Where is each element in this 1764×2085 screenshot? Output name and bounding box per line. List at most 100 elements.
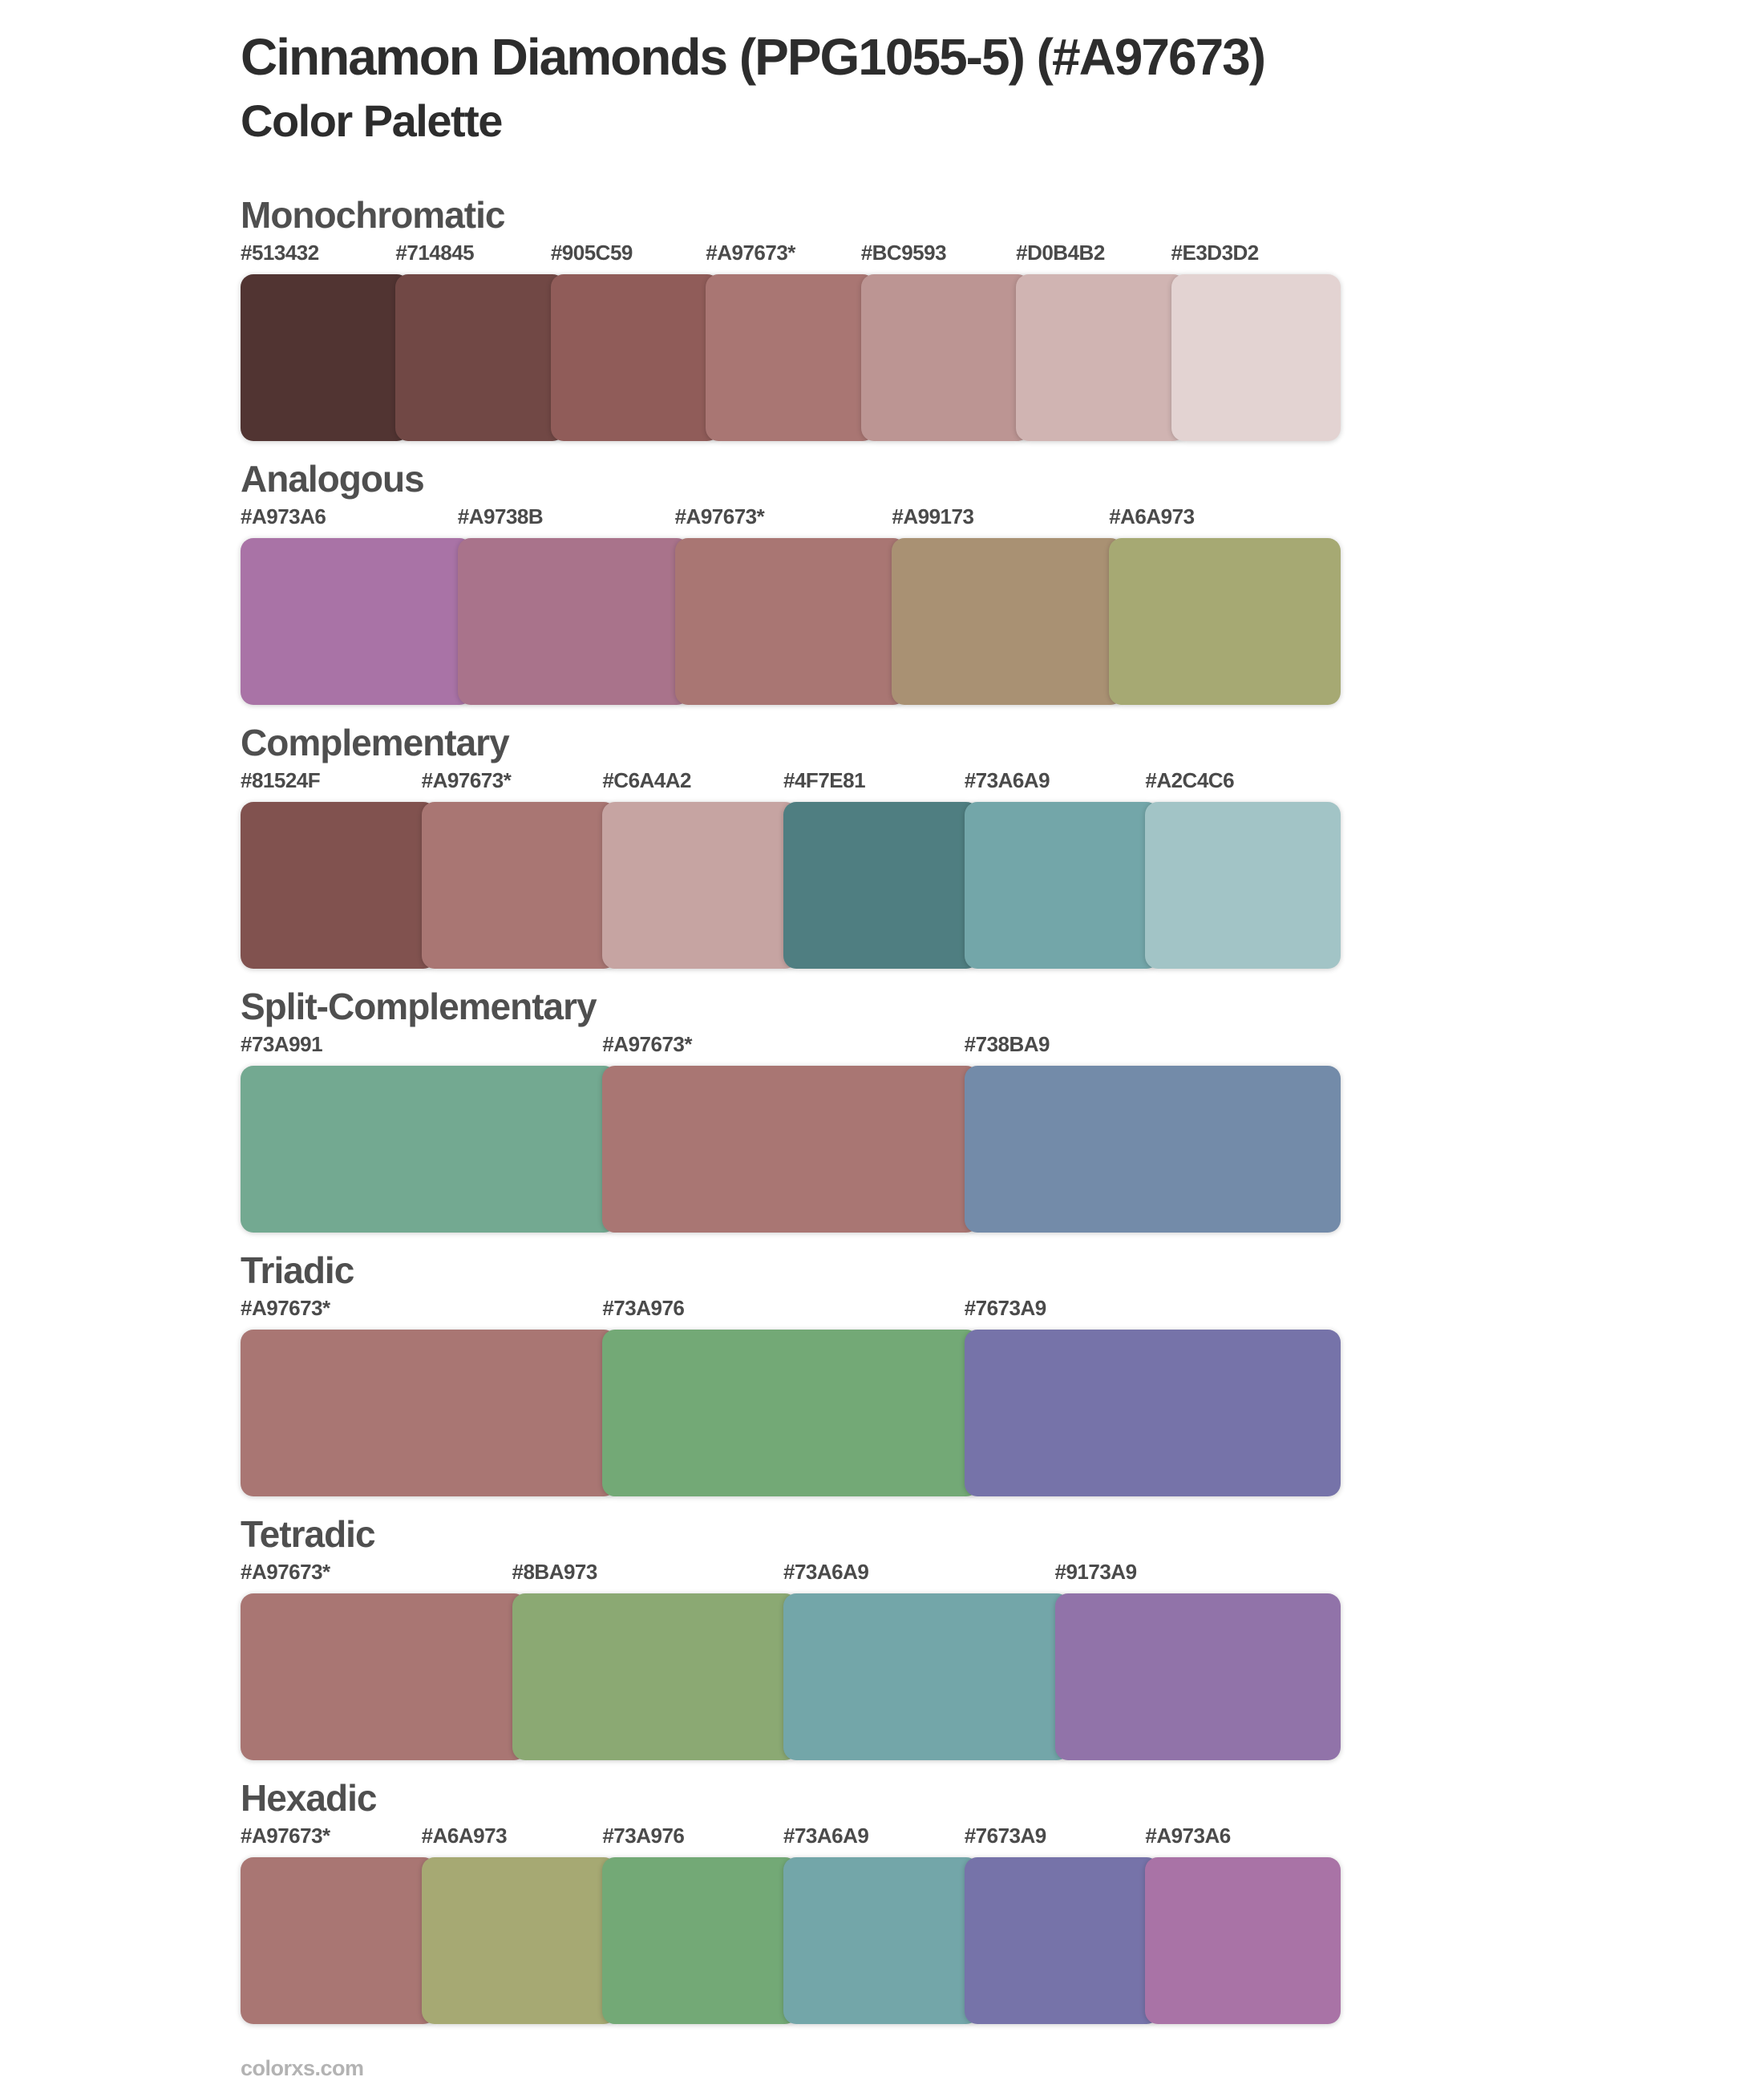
swatch-hex-label: #D0B4B2 <box>1016 240 1105 265</box>
color-swatch[interactable] <box>1016 273 1186 441</box>
color-swatch[interactable] <box>241 1856 436 2024</box>
color-swatch[interactable] <box>1054 1593 1341 1760</box>
content-column: Cinnamon Diamonds (PPG1055-5) (#A97673) … <box>241 0 1341 2081</box>
palette-section: Split-Complementary #73A991 #A97673* #738B… <box>241 987 1341 1233</box>
page-title: Cinnamon Diamonds (PPG1055-5) (#A97673) <box>241 28 1266 86</box>
color-swatch[interactable] <box>512 1593 798 1760</box>
color-swatch[interactable] <box>1109 537 1341 705</box>
color-swatch[interactable] <box>395 273 565 441</box>
swatch-hex-label: #7673A9 <box>964 1295 1047 1320</box>
swatch-row <box>241 1856 1341 2024</box>
section-heading: Hexadic <box>241 1776 377 1819</box>
page-subtitle: Color Palette <box>241 95 503 147</box>
swatch-labels-row: #A97673* #8BA973 #73A6A9 #9173A9 <box>241 1560 1341 1584</box>
palette-sections: Monochromatic #513432 #714845 #905C59 #A976… <box>241 196 1341 2024</box>
swatch-hex-label: #A97673* <box>421 767 512 792</box>
swatch-hex-label: #73A991 <box>241 1031 323 1056</box>
swatch-hex-label: #73A976 <box>602 1295 685 1320</box>
swatch-hex-label: #73A6A9 <box>783 1559 869 1584</box>
section-heading: Complementary <box>241 721 510 763</box>
color-swatch[interactable] <box>241 273 411 441</box>
color-swatch[interactable] <box>964 801 1160 969</box>
color-swatch[interactable] <box>783 801 979 969</box>
swatch-hex-label: #A2C4C6 <box>1145 767 1235 792</box>
color-swatch[interactable] <box>602 1329 979 1496</box>
palette-section: Monochromatic #513432 #714845 #905C59 #A976… <box>241 196 1341 441</box>
swatch-hex-label: #513432 <box>241 240 319 265</box>
swatch-hex-label: #73A6A9 <box>964 767 1050 792</box>
swatch-hex-label: #81524F <box>241 767 321 792</box>
color-swatch[interactable] <box>1145 801 1341 969</box>
swatch-hex-label: #4F7E81 <box>783 767 866 792</box>
section-heading: Monochromatic <box>241 193 505 236</box>
color-swatch[interactable] <box>241 1329 617 1496</box>
color-swatch[interactable] <box>1145 1856 1341 2024</box>
color-swatch[interactable] <box>421 801 617 969</box>
swatch-hex-label: #73A6A9 <box>783 1823 869 1848</box>
swatch-hex-label: #A97673* <box>241 1559 330 1584</box>
swatch-hex-label: #7673A9 <box>964 1823 1047 1848</box>
color-swatch[interactable] <box>241 801 436 969</box>
swatch-row <box>241 273 1341 441</box>
color-swatch[interactable] <box>783 1856 979 2024</box>
swatch-labels-row: #81524F #A97673* #C6A4A2 #4F7E81 #73A6A9 #A2C… <box>241 768 1341 792</box>
swatch-labels-row: #A97673* #A6A973 #73A976 #73A6A9 #7673A9 #A97… <box>241 1824 1341 1848</box>
color-swatch[interactable] <box>860 273 1031 441</box>
section-heading: Triadic <box>241 1249 354 1291</box>
color-swatch[interactable] <box>602 1856 799 2024</box>
color-swatch[interactable] <box>674 537 907 705</box>
swatch-hex-label: #C6A4A2 <box>602 767 692 792</box>
color-swatch[interactable] <box>241 1065 617 1233</box>
swatch-hex-label: #73A976 <box>602 1823 685 1848</box>
color-swatch[interactable] <box>550 273 721 441</box>
color-swatch[interactable] <box>964 1329 1341 1496</box>
swatch-hex-label: #9173A9 <box>1054 1559 1138 1584</box>
swatch-hex-label: #A973A6 <box>1145 1823 1231 1848</box>
swatch-row <box>241 801 1341 969</box>
swatch-hex-label: #A97673* <box>241 1823 330 1848</box>
swatch-hex-label: #A9738B <box>457 504 544 528</box>
color-swatch[interactable] <box>892 537 1124 705</box>
palette-section: Analogous #A973A6 #A9738B #A97673* #A99173 #… <box>241 460 1341 705</box>
swatch-hex-label: #714845 <box>395 240 475 265</box>
swatch-hex-label: #A6A973 <box>421 1823 508 1848</box>
swatch-labels-row: #A97673* #73A976 #7673A9 <box>241 1296 1341 1320</box>
swatch-labels-row: #A973A6 #A9738B #A97673* #A99173 #A6A973 <box>241 504 1341 528</box>
color-swatch[interactable] <box>783 1593 1070 1760</box>
swatch-hex-label: #A97673* <box>602 1031 692 1056</box>
color-swatch[interactable] <box>602 1065 979 1233</box>
swatch-labels-row: #513432 #714845 #905C59 #A97673* #BC9593 #D0B… <box>241 241 1341 265</box>
swatch-hex-label: #BC9593 <box>860 240 947 265</box>
swatch-hex-label: #905C59 <box>550 240 633 265</box>
swatch-hex-label: #A97673* <box>241 1295 330 1320</box>
swatch-row <box>241 1593 1341 1760</box>
palette-section: Triadic #A97673* #73A976 #7673A9 <box>241 1251 1341 1496</box>
palette-section: Complementary #81524F #A97673* #C6A4A2 #4F7… <box>241 723 1341 969</box>
swatch-hex-label: #E3D3D2 <box>1171 240 1260 265</box>
color-swatch[interactable] <box>706 273 876 441</box>
swatch-row <box>241 537 1341 705</box>
swatch-hex-label: #8BA973 <box>512 1559 598 1584</box>
color-swatch[interactable] <box>964 1856 1160 2024</box>
section-heading: Tetradic <box>241 1512 376 1555</box>
swatch-labels-row: #73A991 #A97673* #738BA9 <box>241 1032 1341 1056</box>
swatch-hex-label: #A6A973 <box>1109 504 1195 528</box>
color-swatch[interactable] <box>457 537 690 705</box>
color-swatch[interactable] <box>602 801 799 969</box>
swatch-hex-label: #A99173 <box>892 504 974 528</box>
palette-section: Hexadic #A97673* #A6A973 #73A976 #73A6A9 #76… <box>241 1779 1341 2024</box>
color-swatch[interactable] <box>241 1593 527 1760</box>
section-heading: Analogous <box>241 457 425 500</box>
swatch-hex-label: #A97673* <box>674 504 765 528</box>
color-swatch[interactable] <box>421 1856 617 2024</box>
section-heading: Split-Complementary <box>241 985 597 1027</box>
color-swatch[interactable] <box>241 537 472 705</box>
swatch-hex-label: #A973A6 <box>241 504 326 528</box>
color-swatch[interactable] <box>1171 273 1341 441</box>
swatch-hex-label: #738BA9 <box>964 1031 1050 1056</box>
footer-watermark: colorxs.com <box>241 2055 364 2080</box>
swatch-row <box>241 1065 1341 1233</box>
color-swatch[interactable] <box>964 1065 1341 1233</box>
swatch-row <box>241 1329 1341 1496</box>
